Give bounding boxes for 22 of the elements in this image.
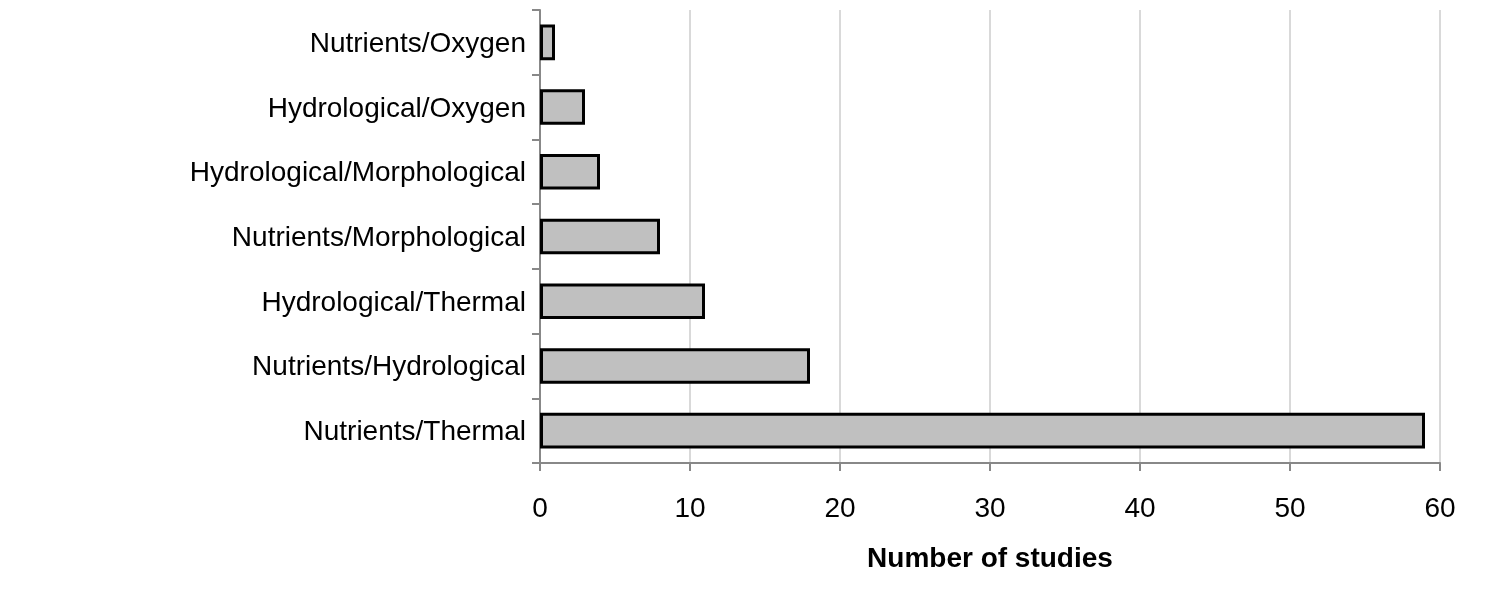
y-tick-label: Hydrological/Morphological: [189, 156, 526, 188]
bar: [540, 24, 555, 61]
y-tick-label: Nutrients/Hydrological: [252, 350, 526, 382]
y-tick-label: Hydrological/Oxygen: [267, 91, 526, 123]
x-tick-label: 40: [1124, 491, 1156, 523]
y-tick-label: Nutrients/Thermal: [303, 415, 526, 447]
x-tick-label: 30: [974, 491, 1006, 523]
bar: [540, 89, 585, 125]
y-tick-label: Hydrological/Thermal: [261, 285, 526, 317]
x-axis-title: Number of studies: [867, 541, 1113, 573]
x-tick-label: 60: [1424, 491, 1456, 523]
y-tick-label: Nutrients/Oxygen: [309, 26, 526, 58]
bar: [540, 412, 1425, 449]
x-tick-label: 10: [674, 491, 706, 523]
x-tick-label: 0: [532, 491, 548, 523]
x-tick-label: 20: [824, 491, 856, 523]
x-tick-label: 50: [1274, 491, 1306, 523]
bar: [540, 348, 810, 384]
bar: [540, 283, 705, 320]
bar: [540, 153, 600, 190]
y-tick-label: Nutrients/Morphological: [231, 221, 526, 252]
bar: [540, 218, 660, 255]
